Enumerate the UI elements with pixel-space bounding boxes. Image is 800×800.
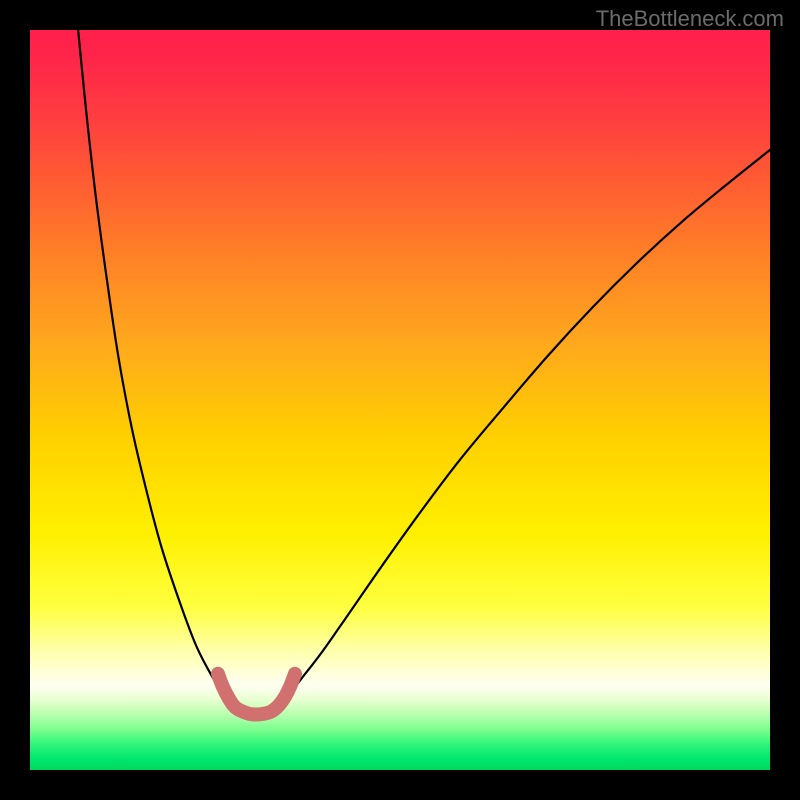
chart-frame: TheBottleneck.com (0, 0, 800, 800)
bottleneck-chart (0, 0, 800, 800)
gradient-background (30, 30, 770, 770)
watermark-text: TheBottleneck.com (596, 6, 784, 32)
